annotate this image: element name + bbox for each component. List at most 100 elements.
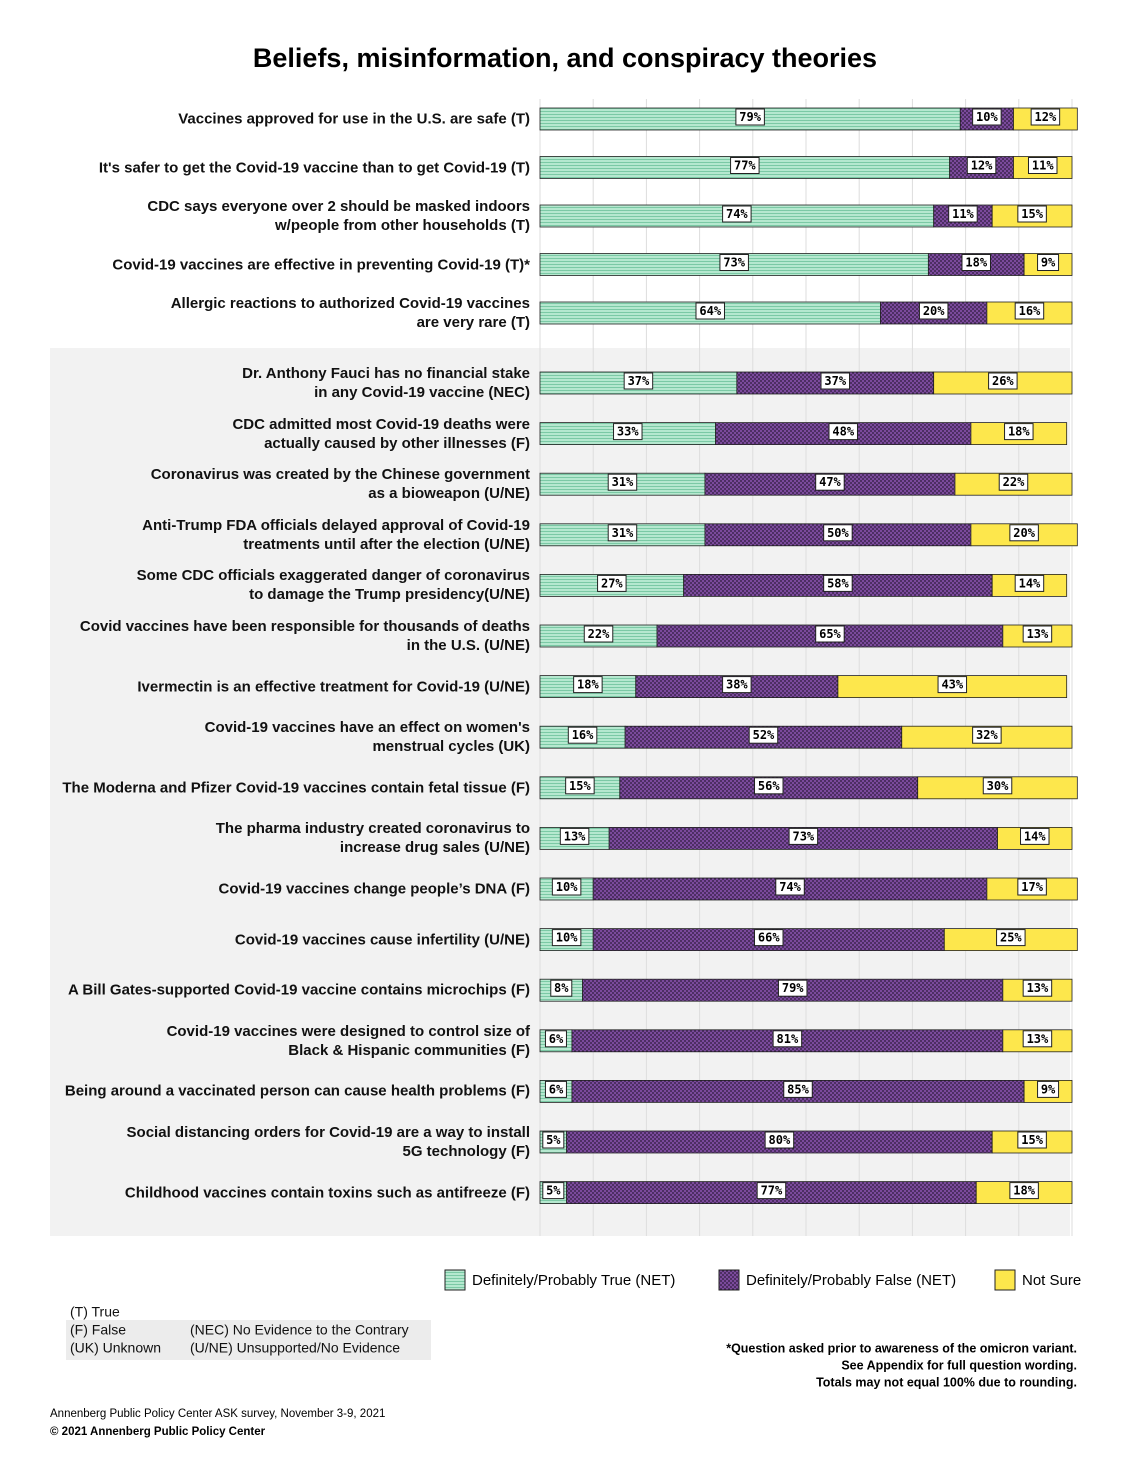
label-box: [735, 108, 765, 126]
label-box: [1022, 625, 1053, 643]
value-label: 13%: [1027, 627, 1049, 641]
label-box: [544, 1030, 567, 1048]
label-box: [815, 625, 845, 643]
category-label: Childhood vaccines contain toxins such a…: [124, 1184, 530, 1202]
value-label: 5%: [546, 1133, 561, 1147]
label-box: [754, 929, 784, 947]
value-label: 31%: [612, 526, 634, 540]
label-box: [820, 372, 851, 390]
category-label: Some CDC officials exaggerated danger of…: [136, 567, 530, 604]
value-label: 15%: [1021, 1133, 1043, 1147]
label-box: [961, 254, 991, 271]
value-label: 9%: [1041, 1082, 1056, 1096]
value-label: 18%: [1008, 425, 1030, 439]
value-label: 73%: [792, 829, 814, 843]
value-label: 31%: [612, 475, 634, 489]
category-label: Covid-19 vaccines have an effect on wome…: [204, 719, 530, 756]
label-box: [937, 676, 968, 694]
key-text: (UK) Unknown: [70, 1340, 161, 1356]
label-box: [996, 929, 1026, 947]
label-box: [559, 827, 590, 845]
label-box: [1027, 157, 1058, 174]
value-label: 73%: [723, 256, 745, 270]
label-box: [542, 1131, 565, 1149]
value-label: 66%: [758, 931, 780, 945]
footnote: *Question asked prior to awareness of th…: [726, 1341, 1077, 1355]
value-label: 48%: [832, 425, 854, 439]
label-box: [607, 524, 638, 542]
label-box: [583, 625, 614, 643]
label-box: [815, 473, 845, 491]
category-label: The Moderna and Pfizer Covid-19 vaccines…: [62, 779, 530, 797]
label-box: [1022, 1030, 1053, 1048]
value-label: 77%: [761, 1184, 783, 1198]
value-label: 74%: [779, 880, 801, 894]
value-label: 15%: [569, 779, 591, 793]
label-box: [551, 929, 582, 947]
label-box: [788, 827, 819, 845]
value-label: 12%: [971, 159, 993, 173]
value-label: 6%: [549, 1082, 564, 1096]
value-label: 17%: [1021, 880, 1043, 894]
label-box: [623, 372, 654, 390]
label-box: [783, 1080, 813, 1098]
value-label: 18%: [577, 678, 599, 692]
value-label: 5%: [546, 1184, 561, 1198]
label-box: [567, 726, 598, 744]
value-label: 52%: [753, 728, 775, 742]
value-label: 64%: [699, 304, 721, 318]
value-label: 30%: [987, 779, 1009, 793]
value-label: 13%: [1027, 981, 1049, 995]
value-label: 47%: [819, 475, 841, 489]
category-label: CDC says everyone over 2 should be maske…: [147, 198, 530, 234]
label-box: [1017, 1131, 1047, 1149]
value-label: 11%: [952, 207, 974, 221]
value-label: 8%: [554, 981, 569, 995]
label-box: [998, 473, 1029, 491]
category-label: Being around a vaccinated person can cau…: [64, 1082, 530, 1100]
value-label: 56%: [758, 779, 780, 793]
label-box: [1014, 574, 1045, 592]
category-label: Dr. Anthony Fauci has no financial stake…: [242, 365, 530, 401]
category-label: Covid-19 vaccines are effective in preve…: [112, 256, 530, 273]
legend-label: Definitely/Probably False (NET): [746, 1272, 956, 1289]
value-label: 22%: [588, 627, 610, 641]
category-label: A Bill Gates-supported Covid-19 vaccine …: [67, 981, 530, 999]
value-label: 22%: [1003, 475, 1025, 489]
key-text: (T) True: [70, 1304, 120, 1320]
value-label: 20%: [1013, 526, 1035, 540]
value-label: 37%: [824, 374, 846, 388]
label-box: [1020, 827, 1050, 845]
value-label: 13%: [564, 829, 586, 843]
label-box: [966, 157, 997, 174]
label-box: [1014, 302, 1045, 320]
value-label: 33%: [617, 425, 639, 439]
label-box: [982, 777, 1013, 795]
footnote: Totals may not equal 100% due to roundin…: [816, 1375, 1077, 1389]
label-box: [607, 473, 638, 491]
label-box: [695, 302, 725, 320]
label-box: [722, 205, 752, 223]
value-label: 11%: [1032, 159, 1054, 173]
label-box: [573, 676, 603, 694]
label-box: [988, 372, 1018, 390]
label-box: [823, 574, 853, 592]
category-label: Covid-19 vaccines cause infertility (U/N…: [234, 931, 530, 949]
value-label: 12%: [1035, 110, 1057, 124]
label-box: [1030, 108, 1061, 126]
value-label: 79%: [782, 981, 804, 995]
label-box: [613, 423, 643, 441]
label-box: [972, 726, 1002, 744]
label-box: [764, 1131, 795, 1149]
label-box: [542, 1182, 565, 1200]
value-label: 13%: [1027, 1032, 1049, 1046]
value-label: 25%: [1000, 931, 1022, 945]
footnote: See Appendix for full question wording.: [841, 1358, 1077, 1372]
value-label: 14%: [1019, 576, 1041, 590]
source: © 2021 Annenberg Public Policy Center: [50, 1426, 266, 1438]
label-box: [823, 524, 853, 542]
label-box: [1022, 979, 1053, 997]
category-label: Covid-19 vaccines were designed to contr…: [166, 1022, 530, 1059]
key-text: (U/NE) Unsupported/No Evidence: [190, 1340, 400, 1356]
chart-title: Beliefs, misinformation, and conspiracy …: [253, 43, 877, 73]
